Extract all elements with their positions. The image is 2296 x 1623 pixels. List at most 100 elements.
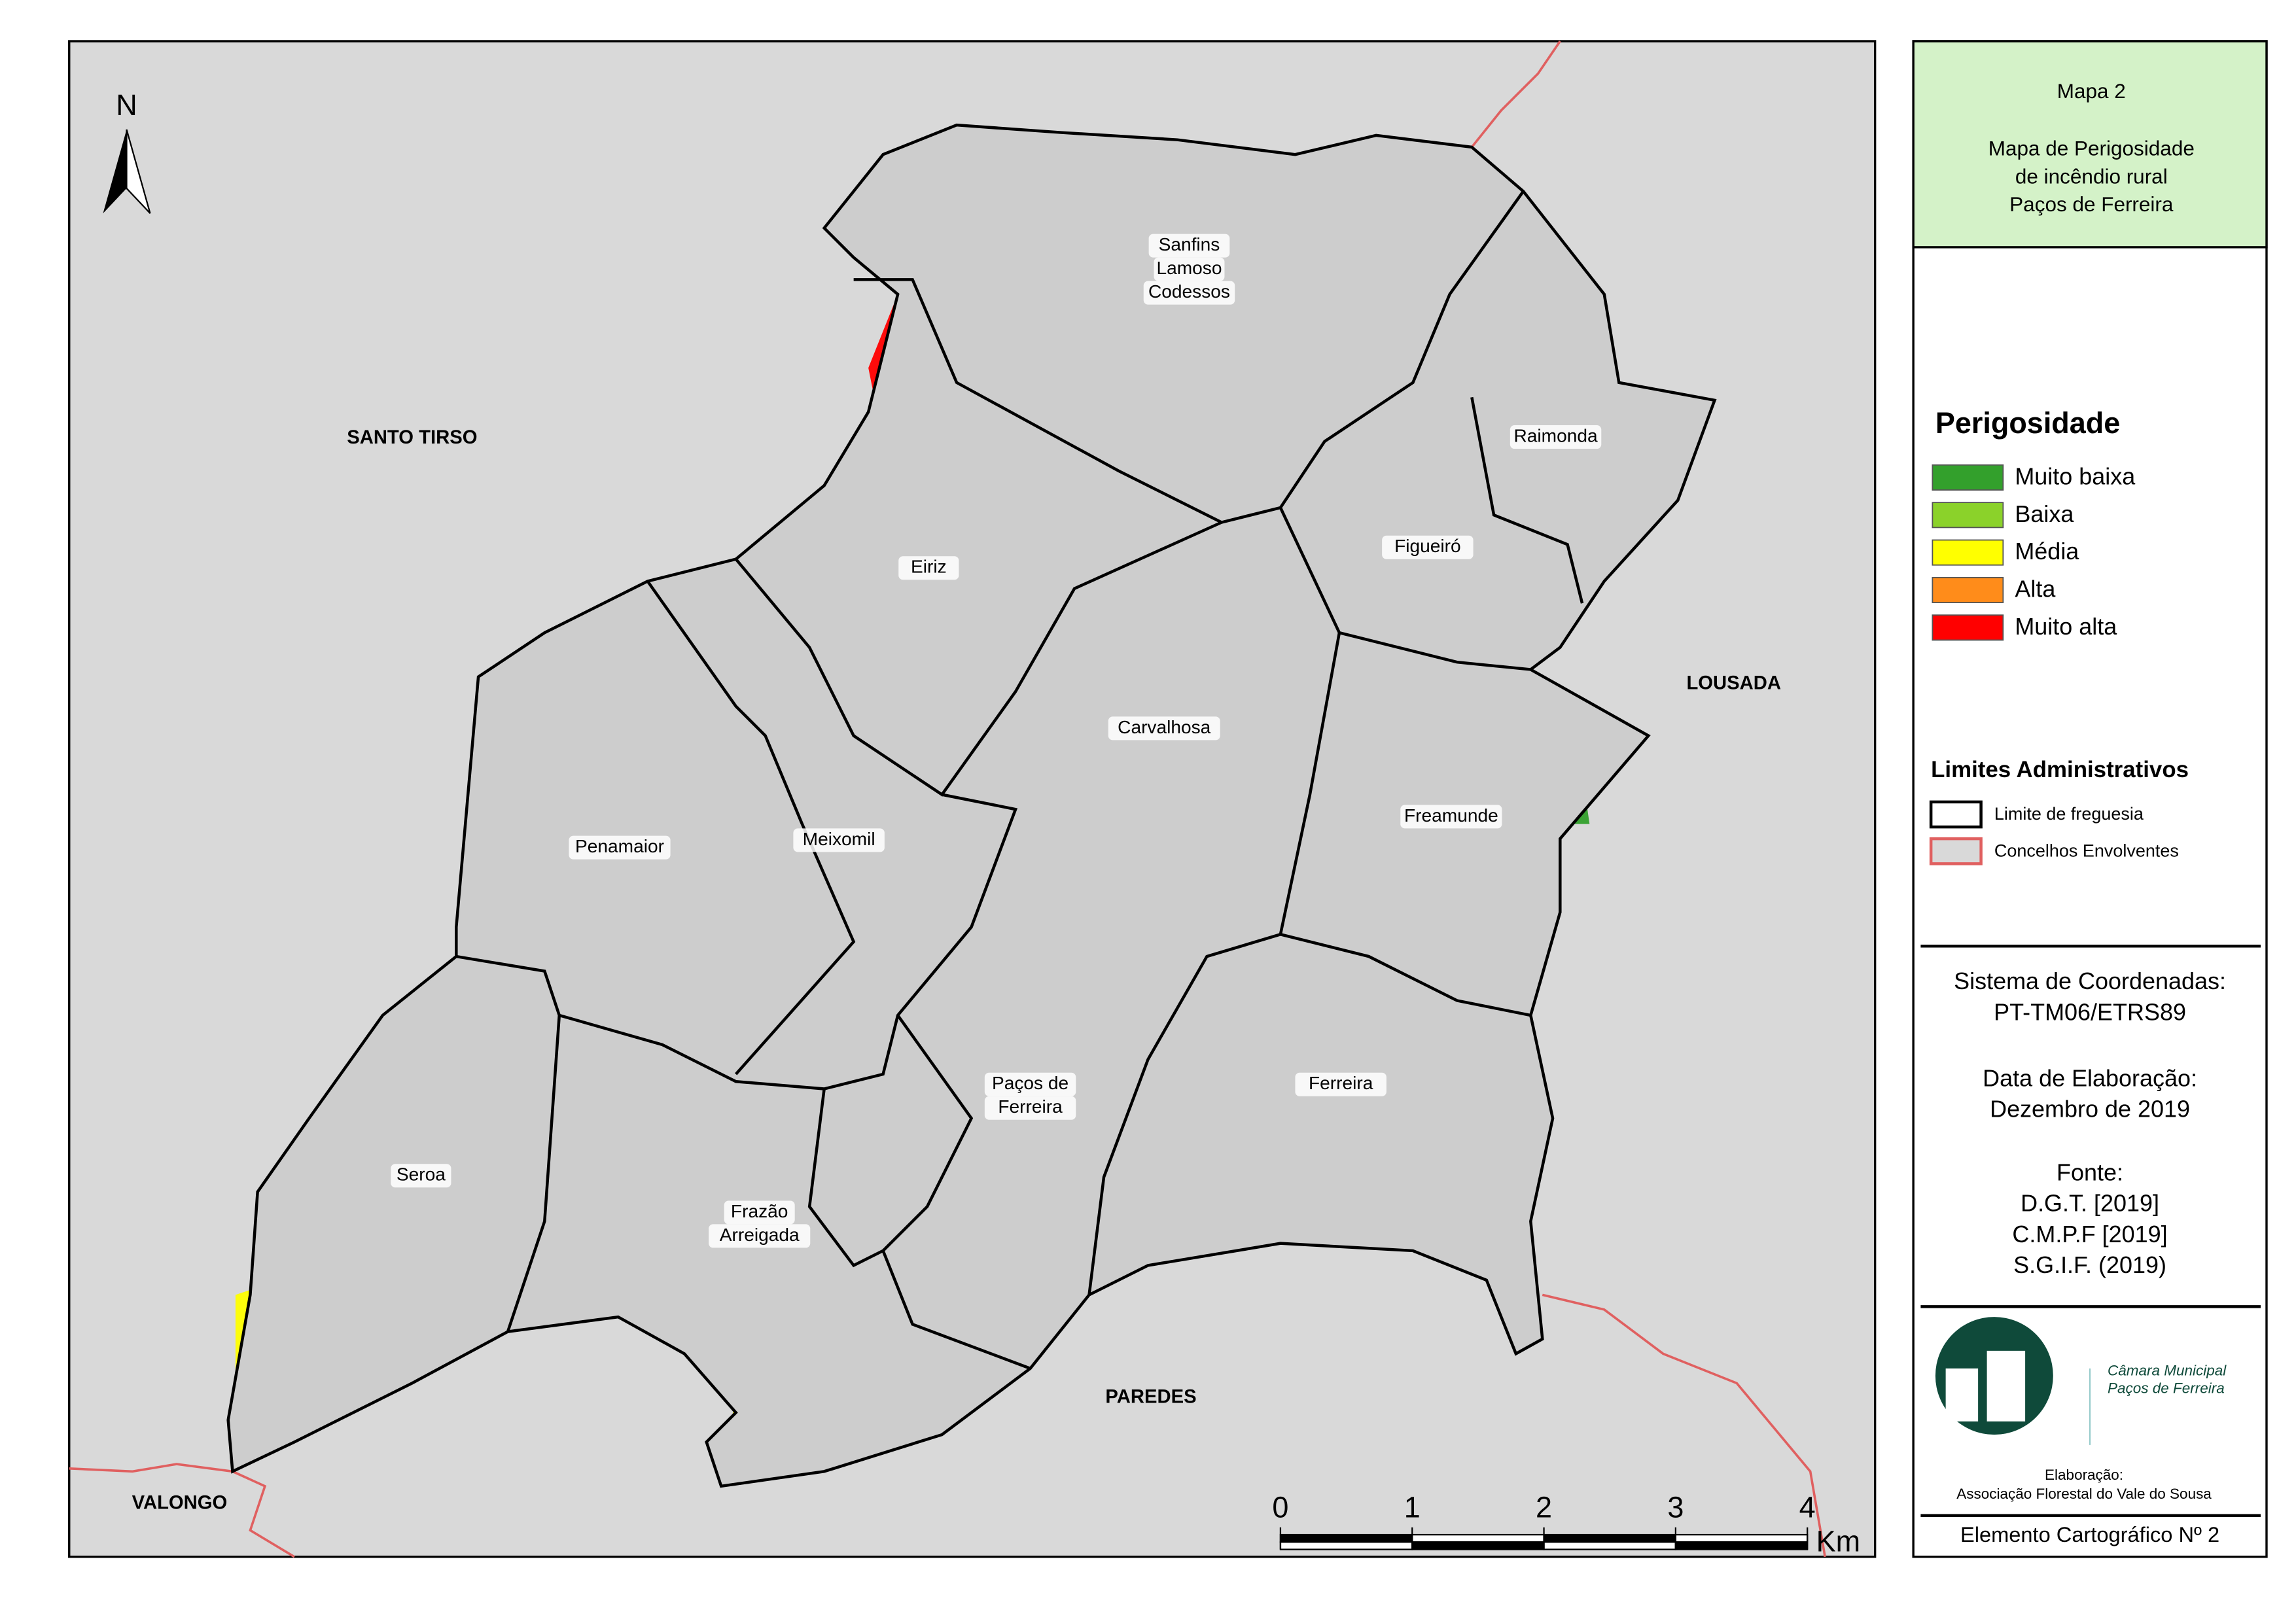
label-halo xyxy=(1510,425,1602,449)
side-panel xyxy=(1912,40,2268,1558)
border-line xyxy=(1542,1293,1826,1558)
label-halo xyxy=(793,828,885,852)
scale-segment xyxy=(1279,1541,1413,1550)
neighbor-label: VALONGO xyxy=(132,1493,228,1514)
legend-swatch xyxy=(1932,576,2004,603)
info-line: Sistema de Coordenadas: xyxy=(1954,968,2226,994)
scale-tick-label: 1 xyxy=(1404,1491,1421,1524)
parish-line xyxy=(506,1015,561,1333)
parish-line xyxy=(881,1014,1031,1370)
parish-line xyxy=(853,190,1525,524)
title-line: Paços de Ferreira xyxy=(2009,192,2174,216)
parish-line xyxy=(455,954,824,1091)
scale-unit: Km xyxy=(1816,1524,1860,1558)
scale-segment xyxy=(1411,1541,1545,1550)
parish-label: Seroa xyxy=(397,1164,446,1185)
credits: Elaboração: xyxy=(2045,1467,2123,1483)
parish-boundaries xyxy=(228,125,1715,1486)
legend: Muito baixa Baixa Média Alta Muito alta xyxy=(1932,463,2135,641)
legend-swatch xyxy=(1932,464,2004,491)
label-halo xyxy=(709,1224,811,1248)
scale-tick-label: 0 xyxy=(1272,1491,1288,1524)
label-halo xyxy=(1400,805,1502,829)
label-halo xyxy=(1108,716,1220,741)
parish-label: Frazão xyxy=(731,1201,788,1221)
title-texts: Mapa 2 Mapa de Perigosidade de incêndio … xyxy=(1988,79,2195,216)
info-line: C.M.P.F [2019] xyxy=(2012,1221,2167,1248)
parish-label: Meixomil xyxy=(803,829,875,849)
logo: Câmara Municipal Paços de Ferreira xyxy=(1935,1317,2227,1445)
border-line xyxy=(69,1463,233,1473)
info-line: Data de Elaboração: xyxy=(1983,1065,2197,1092)
info-line: Fonte: xyxy=(2057,1159,2123,1185)
parish-label: Carvalhosa xyxy=(1118,717,1211,737)
scale-segment xyxy=(1543,1541,1677,1550)
logo-text: Paços de Ferreira xyxy=(2108,1380,2225,1396)
label-halo xyxy=(1154,257,1225,281)
parish-line xyxy=(1087,933,1281,1295)
scale-segment xyxy=(1411,1533,1545,1543)
info-line: D.G.T. [2019] xyxy=(2021,1190,2159,1217)
label-halo xyxy=(1143,281,1235,305)
legend-label: Alta xyxy=(2015,576,2055,602)
neighbor-label: SANTO TIRSO xyxy=(347,427,477,448)
info-line: Dezembro de 2019 xyxy=(1990,1096,2190,1123)
credits: Associação Florestal do Vale do Sousa xyxy=(1956,1486,2212,1502)
scale-segment xyxy=(1279,1533,1413,1543)
legend-label: Baixa xyxy=(2015,500,2074,527)
scale-bar: 0 1 2 3 4Km xyxy=(1272,1491,1860,1558)
parish-label: Freamunde xyxy=(1404,805,1498,826)
title-line: de incêndio rural xyxy=(2015,164,2168,188)
north-arrow-right xyxy=(126,129,151,214)
limit-swatch xyxy=(1929,837,1983,865)
scale-tick-label: 4 xyxy=(1799,1491,1816,1524)
parish-label: Penamaior xyxy=(575,836,664,856)
logo-building xyxy=(1945,1368,1979,1422)
info-line: PT-TM06/ETRS89 xyxy=(1994,998,2186,1025)
label-halo xyxy=(898,556,959,580)
parish-line xyxy=(1279,632,1531,1017)
legend-swatch xyxy=(1932,539,2004,566)
info-line: S.G.I.F. (2019) xyxy=(2013,1251,2166,1278)
scale-segment xyxy=(1543,1533,1677,1543)
label-halo xyxy=(391,1164,451,1188)
parish-label: Eiriz xyxy=(911,557,947,577)
parish-labels: Sanfins Lamoso Codessos Raimonda Eiriz Figuei… xyxy=(391,234,1602,1248)
parish-label: Sanfins xyxy=(1159,234,1220,254)
logo-building xyxy=(1987,1350,2026,1422)
logo-text: Câmara Municipal xyxy=(2108,1362,2227,1378)
label-halo xyxy=(984,1096,1076,1120)
limit-label: Limite de freguesia xyxy=(1994,804,2144,824)
legend-label: Muito alta xyxy=(2015,613,2117,640)
parish-label: Figueiró xyxy=(1394,536,1461,556)
scale-segment xyxy=(1674,1541,1809,1550)
legend-label: Muito baixa xyxy=(2015,463,2135,490)
parish-line xyxy=(824,793,1018,1091)
neighbor-labels: SANTO TIRSO LOUSADA PAREDES VALONGO xyxy=(132,427,1781,1514)
label-halo xyxy=(984,1072,1076,1096)
parish-label: Arreigada xyxy=(720,1225,800,1245)
parish-label: Paços de xyxy=(992,1073,1069,1093)
parish-line xyxy=(646,580,856,1075)
legend-title: Perigosidade xyxy=(1935,406,2120,440)
label-halo xyxy=(1382,535,1474,559)
scale-tick-label: 2 xyxy=(1536,1491,1552,1524)
limit-label: Concelhos Envolventes xyxy=(1994,841,2179,860)
legend-label: Média xyxy=(2015,538,2079,565)
title-line: Mapa de Perigosidade xyxy=(1988,137,2195,160)
scale-tick-label: 3 xyxy=(1667,1491,1684,1524)
legend-swatch xyxy=(1932,502,2004,529)
border-line xyxy=(232,1470,295,1558)
parish-label: Raimonda xyxy=(1513,425,1597,445)
parish-line xyxy=(1470,396,1584,604)
neighbor-label: PAREDES xyxy=(1105,1387,1196,1408)
neighbor-label: LOUSADA xyxy=(1686,673,1781,694)
parish-label: Ferreira xyxy=(1309,1073,1373,1093)
parish-label: Codessos xyxy=(1148,281,1230,302)
parish-label: Ferreira xyxy=(998,1096,1063,1117)
label-halo xyxy=(569,835,671,860)
limit-swatch xyxy=(1929,800,1983,829)
label-halo xyxy=(1148,234,1230,258)
